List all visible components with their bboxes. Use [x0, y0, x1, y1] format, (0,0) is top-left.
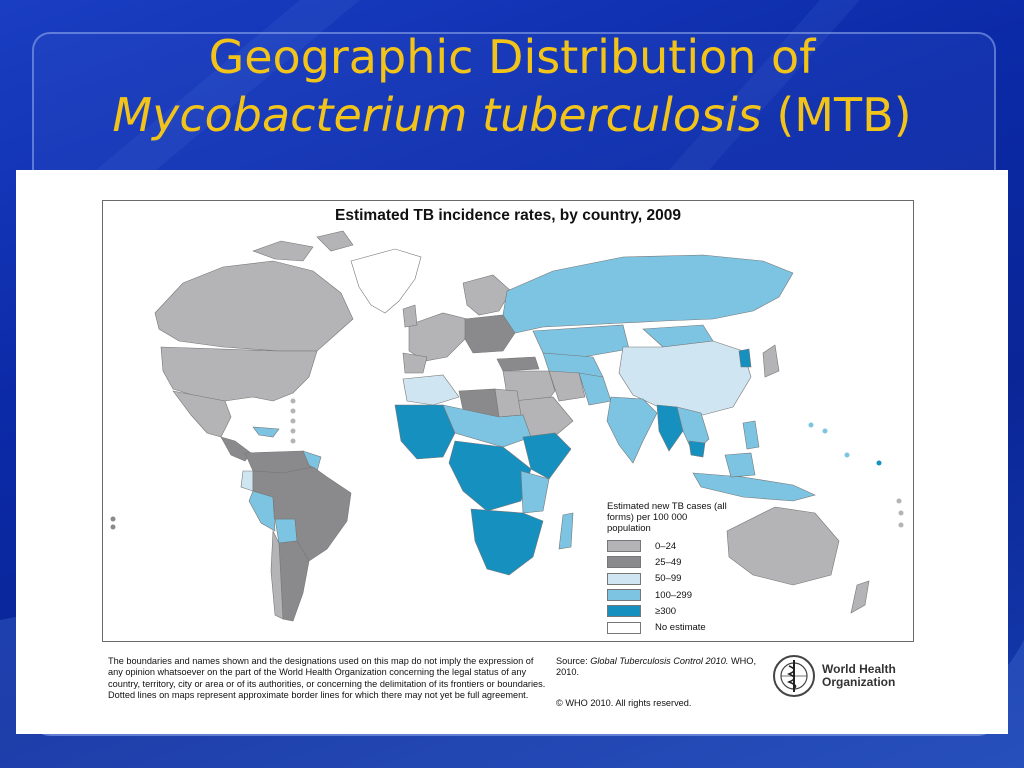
region-japan — [762, 344, 780, 378]
legend-item: 25–49 — [607, 554, 747, 570]
region-southern-africa — [470, 508, 544, 576]
legend-label: 50–99 — [655, 573, 682, 585]
region-east-africa — [520, 470, 550, 514]
region-europe-west — [408, 312, 468, 362]
who-logo: World Health Organization — [772, 654, 896, 698]
who-line-2: Organization — [822, 675, 896, 689]
region-myanmar — [656, 404, 684, 452]
legend-item: ≥300 — [607, 603, 747, 619]
region-north-africa-west — [402, 374, 460, 406]
who-wordmark: World Health Organization — [822, 663, 896, 689]
title-line-2: Mycobacterium tuberculosis (MTB) — [0, 86, 1024, 144]
legend-item: 50–99 — [607, 571, 747, 587]
legend-swatch — [607, 589, 641, 602]
region-china — [618, 340, 752, 416]
region-caribbean — [252, 426, 280, 438]
region-turkey — [496, 356, 540, 372]
region-greenland — [350, 248, 422, 314]
legend-label: No estimate — [655, 622, 706, 634]
region-chile — [270, 529, 284, 620]
region-australia — [726, 506, 840, 586]
copyright: © WHO 2010. All rights reserved. — [556, 698, 692, 708]
region-west-africa — [394, 404, 456, 460]
region-new-zealand — [850, 580, 870, 614]
map-frame: Estimated TB incidence rates, by country… — [102, 200, 914, 642]
who-line-1: World Health — [822, 662, 896, 676]
region-madagascar — [558, 512, 574, 550]
legend-label: 25–49 — [655, 556, 682, 568]
region-canada-islands — [252, 230, 354, 262]
region-philippines — [742, 420, 760, 450]
legend-item: 100–299 — [607, 587, 747, 603]
region-scandinavia — [462, 274, 512, 316]
legend-swatch — [607, 572, 641, 585]
legend-swatch — [607, 540, 641, 553]
region-usa — [160, 346, 318, 402]
legend-title: Estimated new TB cases (all forms) per 1… — [607, 501, 727, 534]
region-uk — [402, 304, 418, 328]
source-suffix: WHO, 2010. — [556, 656, 757, 678]
slide-title: Geographic Distribution of Mycobacterium… — [0, 28, 1024, 144]
legend-swatch — [607, 605, 641, 618]
region-russia — [502, 254, 794, 334]
source-title: Global Tuberculosis Control 2010. — [590, 656, 729, 666]
region-kazakhstan — [532, 324, 630, 358]
region-peru — [248, 490, 276, 532]
region-egypt — [494, 388, 522, 418]
region-brazil — [252, 466, 352, 562]
region-iran — [548, 370, 586, 402]
source-prefix: Source: — [556, 656, 591, 666]
disclaimer: The boundaries and names shown and the d… — [108, 656, 546, 700]
region-horn-of-africa — [522, 432, 572, 480]
legend-list: 0–24 25–49 50–99 100–299 ≥300 No estimate — [607, 538, 747, 636]
map-title: Estimated TB incidence rates, by country… — [334, 207, 681, 224]
legend-label: 100–299 — [655, 589, 692, 601]
legend-swatch — [607, 621, 641, 634]
region-north-korea — [738, 348, 752, 368]
region-india — [606, 396, 658, 464]
source-note: Source: Global Tuberculosis Control 2010… — [556, 656, 756, 679]
title-line-1: Geographic Distribution of — [208, 30, 816, 84]
legend-label: ≥300 — [655, 605, 677, 617]
map-panel: Estimated TB incidence rates, by country… — [16, 170, 1008, 734]
region-central-africa — [448, 440, 532, 512]
world-map — [110, 230, 904, 622]
legend-label: 0–24 — [655, 540, 677, 552]
title-species: Mycobacterium tuberculosis — [112, 88, 762, 142]
region-indonesia — [692, 472, 816, 502]
title-suffix: (MTB) — [761, 88, 912, 142]
region-bolivia — [274, 518, 298, 544]
who-emblem-icon — [773, 655, 815, 697]
region-canada — [154, 260, 354, 352]
region-iberia — [402, 352, 428, 374]
region-cambodia — [688, 440, 706, 458]
legend-item: No estimate — [607, 619, 747, 635]
region-ecuador — [240, 470, 254, 492]
legend: Estimated new TB cases (all forms) per 1… — [607, 501, 747, 636]
region-central-america — [220, 436, 252, 462]
legend-item: 0–24 — [607, 538, 747, 554]
region-borneo — [724, 452, 756, 478]
region-argentina — [278, 540, 310, 622]
legend-swatch — [607, 556, 641, 569]
region-pakistan-afghanistan — [578, 372, 612, 406]
